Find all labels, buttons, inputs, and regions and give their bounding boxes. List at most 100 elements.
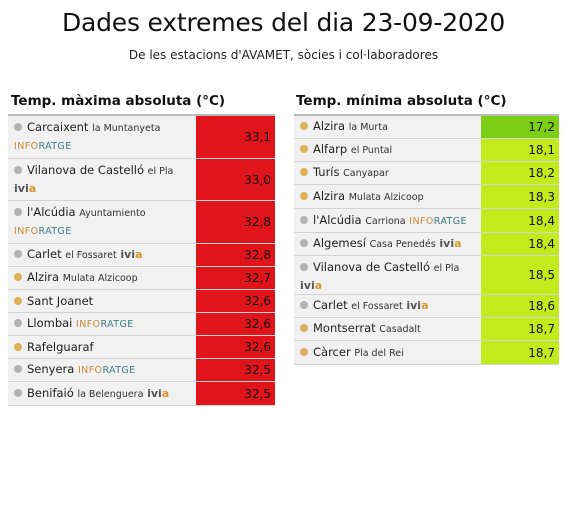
station-cell-content: Alzira Mulata Alzicoop [14, 269, 138, 287]
table-row: Llombai INFORATGE 32,6 [8, 313, 275, 336]
table-row: Vilanova de Castelló el Pla ivia 18,5 [294, 256, 559, 295]
temperature-value: 18,2 [481, 162, 559, 184]
table-row: Montserrat Casadalt 18,7 [294, 318, 559, 341]
temperature-value: 32,5 [196, 382, 275, 405]
table-row: Alzira Mulata Alzicoop 32,7 [8, 267, 275, 290]
inforatge-logo: INFORATGE [76, 319, 134, 330]
temperature-value: 32,5 [196, 359, 275, 381]
table-row: Alzira la Murta 17,2 [294, 116, 559, 139]
station-name: Vilanova de Castelló [27, 163, 144, 177]
table-row: Algemesí Casa Penedés ivia 18,4 [294, 233, 559, 256]
station-name: Alfarp [313, 142, 348, 156]
table-row: Benifaió la Belenguera ivia 32,5 [8, 382, 275, 406]
temperature-value: 32,6 [196, 290, 275, 312]
ivia-logo: ivia [14, 182, 37, 195]
station-cell: Carlet el Fossaret ivia [8, 244, 196, 266]
min-temperature-table: Temp. mínima absoluta (°C) Alzira la Mur… [294, 92, 559, 365]
station-location: la Murta [348, 122, 388, 133]
station-cell: Senyera INFORATGE [8, 359, 196, 381]
station-cell: Càrcer Pla del Rei [294, 341, 481, 364]
station-name: l'Alcúdia [313, 212, 362, 227]
station-name: Alzira [313, 188, 346, 203]
table-row: Vilanova de Castelló el Pla ivia 33,0 [8, 159, 275, 201]
max-table-title: Temp. màxima absoluta (°C) [8, 92, 275, 116]
station-name: Senyera [27, 362, 75, 376]
status-dot-gray-icon [300, 301, 308, 309]
station-name: Rafelguaraf [27, 340, 94, 354]
station-cell-content: Sant Joanet [14, 293, 93, 309]
station-cell-content: Algemesí Casa Penedés ivia [300, 235, 462, 253]
station-location: Casadalt [379, 324, 421, 335]
station-cell: Carcaixent la Muntanyeta INFORATGE [8, 116, 196, 158]
temperature-value: 33,0 [196, 159, 275, 200]
temperature-value: 32,8 [196, 201, 275, 243]
station-cell-content: Alzira la Murta [300, 118, 388, 136]
station-location: la Belenguera [77, 388, 144, 400]
temperature-value: 17,2 [481, 116, 559, 138]
table-row: Carlet el Fossaret ivia 32,8 [8, 244, 275, 267]
station-name: Algemesí [313, 236, 366, 250]
station-name: Carcaixent [27, 120, 89, 134]
table-row: Alfarp el Puntal 18,1 [294, 139, 559, 162]
station-cell: l'Alcúdia Carriona INFORATGE [294, 209, 481, 232]
inforatge-logo: INFORATGE [77, 365, 136, 376]
station-cell: Carlet el Fossaret ivia [294, 295, 481, 317]
table-row: Senyera INFORATGE 32,5 [8, 359, 275, 382]
station-cell: Vilanova de Castelló el Pla ivia [8, 159, 196, 200]
station-cell-content: Vilanova de Castelló el Pla ivia [300, 259, 477, 294]
ivia-logo: ivia [120, 248, 143, 261]
station-cell-content: Benifaió la Belenguera ivia [14, 385, 169, 403]
status-dot-gray-icon [14, 208, 22, 216]
station-cell-content: Llombai INFORATGE [14, 315, 134, 333]
station-name: Alzira [27, 270, 60, 284]
station-name: Benifaió [27, 385, 74, 400]
inforatge-logo: INFORATGE [409, 215, 467, 227]
temperature-value: 18,1 [481, 139, 559, 161]
status-dot-gray-icon [14, 166, 22, 174]
station-cell-content: Montserrat Casadalt [300, 320, 421, 338]
ivia-logo: ivia [300, 279, 323, 292]
page-title: Dades extremes del dia 23-09-2020 [61, 8, 506, 37]
station-name: Carlet [27, 247, 62, 261]
station-cell-content: Càrcer Pla del Rei [300, 344, 404, 362]
station-location: el Pla [147, 166, 174, 177]
status-dot-orange-icon [14, 273, 22, 281]
min-table-rows: Alzira la Murta 17,2 Alfarp el Puntal 18,1 T… [294, 116, 559, 365]
status-dot-orange-icon [300, 324, 308, 332]
status-dot-gray-icon [300, 263, 308, 271]
station-location: Carriona [365, 215, 406, 227]
station-cell: l'Alcúdia Ayuntamiento INFORATGE [8, 201, 196, 243]
table-row: Sant Joanet 32,6 [8, 290, 275, 313]
table-row: Turís Canyapar 18,2 [294, 162, 559, 185]
status-dot-gray-icon [14, 319, 22, 327]
table-row: Carcaixent la Muntanyeta INFORATGE 33,1 [8, 116, 275, 159]
temperature-value: 18,7 [481, 318, 559, 340]
table-row: Alzira Mulata Alzicoop 18,3 [294, 185, 559, 209]
status-dot-gray-icon [14, 123, 22, 131]
station-name: Alzira [313, 119, 346, 133]
status-dot-gray-icon [14, 250, 22, 258]
station-cell-content: Carcaixent la Muntanyeta INFORATGE [14, 119, 160, 155]
station-location: el Pla [433, 263, 460, 274]
table-row: l'Alcúdia Carriona INFORATGE 18,4 [294, 209, 559, 233]
station-name: Carlet [313, 298, 348, 312]
station-name: Vilanova de Castelló [313, 260, 430, 274]
status-dot-gray-icon [14, 388, 22, 397]
temperature-value: 18,3 [481, 185, 559, 208]
station-cell-content: l'Alcúdia Carriona INFORATGE [300, 212, 467, 230]
station-cell: Alzira la Murta [294, 116, 481, 138]
station-location: Casa Penedés [369, 239, 436, 250]
station-cell: Alfarp el Puntal [294, 139, 481, 161]
temperature-value: 32,6 [196, 336, 275, 358]
station-cell-content: Vilanova de Castelló el Pla ivia [14, 162, 192, 197]
station-cell: Rafelguaraf [8, 336, 196, 358]
ivia-logo: ivia [439, 237, 462, 250]
station-cell: Turís Canyapar [294, 162, 481, 184]
station-cell: Vilanova de Castelló el Pla ivia [294, 256, 481, 294]
station-cell: Alzira Mulata Alzicoop [8, 267, 196, 289]
status-dot-gray-icon [300, 215, 308, 224]
temperature-value: 33,1 [196, 116, 275, 158]
temperature-value: 18,6 [481, 295, 559, 317]
max-table-rows: Carcaixent la Muntanyeta INFORATGE 33,1 Vil… [8, 116, 275, 406]
status-dot-orange-icon [14, 343, 22, 351]
